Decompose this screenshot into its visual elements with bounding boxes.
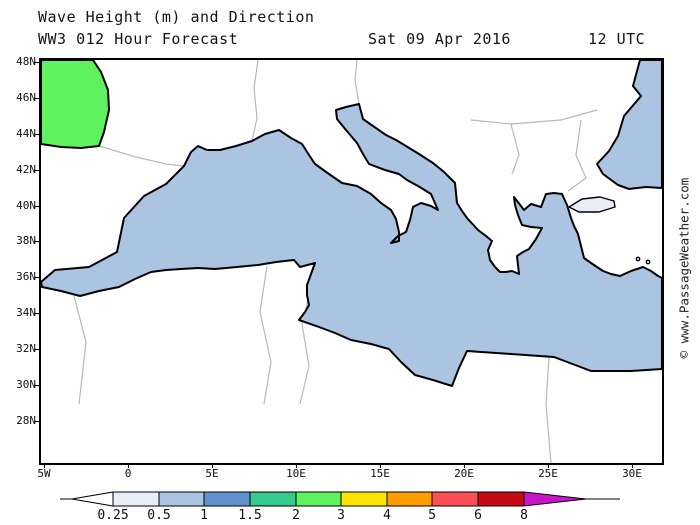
lat-tick: [34, 170, 39, 171]
lat-tick: [34, 349, 39, 350]
scale-label-0.5: 0.5: [147, 508, 171, 523]
watermark-passageweather: © www.PassageWeather.com: [676, 177, 692, 359]
lat-tick: [34, 421, 39, 422]
lat-label-44N: 44N: [16, 127, 36, 140]
lon-label-30E: 30E: [622, 467, 642, 480]
lon-tick: [212, 463, 213, 468]
scale-label-2: 2: [292, 508, 300, 523]
lat-tick: [34, 241, 39, 242]
model-forecast-label: WW3 012 Hour Forecast: [38, 30, 239, 48]
map-canvas: [39, 58, 664, 465]
lat-label-40N: 40N: [16, 199, 36, 212]
lat-tick: [34, 134, 39, 135]
lat-label-48N: 48N: [16, 55, 36, 68]
lon-tick: [548, 463, 549, 468]
lon-tick: [464, 463, 465, 468]
lon-label-15E: 15E: [370, 467, 390, 480]
scale-label-6: 6: [474, 508, 482, 523]
wave-height-color-scale: [60, 491, 620, 507]
lon-tick: [128, 463, 129, 468]
lat-tick: [34, 313, 39, 314]
lat-tick: [34, 206, 39, 207]
lat-tick: [34, 62, 39, 63]
lon-tick: [296, 463, 297, 468]
lon-label-5E: 5E: [205, 467, 219, 480]
forecast-utc-time: 12 UTC: [588, 30, 646, 48]
scale-label-8: 8: [520, 508, 528, 523]
country-borders: [73, 60, 598, 463]
lat-label-36N: 36N: [16, 270, 36, 283]
scale-label-4: 4: [383, 508, 391, 523]
scale-label-3: 3: [337, 508, 345, 523]
lat-tick: [34, 277, 39, 278]
lat-label-38N: 38N: [16, 234, 36, 247]
coastlines: [41, 60, 662, 387]
lon-tick: [632, 463, 633, 468]
scale-label-5: 5: [428, 508, 436, 523]
lat-label-32N: 32N: [16, 342, 36, 355]
lon-label-0: 0: [124, 467, 132, 480]
page-title: Wave Height (m) and Direction: [38, 8, 315, 26]
scale-label-0.25: 0.25: [97, 508, 129, 523]
lon-label-10E: 10E: [286, 467, 306, 480]
forecast-date: Sat 09 Apr 2016: [368, 30, 511, 48]
scale-label-1: 1: [200, 508, 208, 523]
lat-label-30N: 30N: [16, 378, 36, 391]
scale-label-1.5: 1.5: [238, 508, 262, 523]
lon-label-25E: 25E: [538, 467, 558, 480]
lon-tick: [380, 463, 381, 468]
lat-label-42N: 42N: [16, 163, 36, 176]
lat-tick: [34, 385, 39, 386]
mediterranean-wave-map: [41, 60, 662, 463]
lon-label-20E: 20E: [454, 467, 474, 480]
lon-tick: [44, 463, 45, 468]
lat-tick: [34, 98, 39, 99]
lat-label-46N: 46N: [16, 91, 36, 104]
lat-label-28N: 28N: [16, 414, 36, 427]
lat-label-34N: 34N: [16, 306, 36, 319]
lon-label-5W: 5W: [37, 467, 51, 480]
